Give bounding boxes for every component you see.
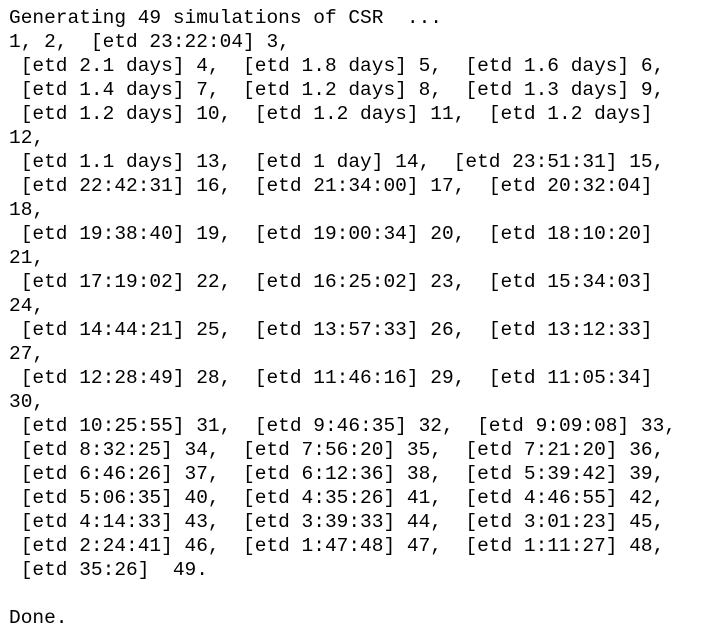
console-line: [etd 12:28:49] 28, [etd 11:46:16] 29, [e… bbox=[9, 367, 653, 389]
console-line: [etd 8:32:25] 34, [etd 7:56:20] 35, [etd… bbox=[9, 439, 665, 461]
console-line: Done. bbox=[9, 607, 68, 629]
console-line: 24, bbox=[9, 295, 45, 317]
console-line: [etd 6:46:26] 37, [etd 6:12:36] 38, [etd… bbox=[9, 463, 665, 485]
console-line: 1, 2, [etd 23:22:04] 3, bbox=[9, 31, 290, 53]
console-line: Generating 49 simulations of CSR ... bbox=[9, 7, 442, 29]
console-line: 12, bbox=[9, 127, 45, 149]
console-line: [etd 2:24:41] 46, [etd 1:47:48] 47, [etd… bbox=[9, 535, 665, 557]
console-line: [etd 35:26] 49. bbox=[9, 559, 208, 581]
console-line: [etd 4:14:33] 43, [etd 3:39:33] 44, [etd… bbox=[9, 511, 665, 533]
console-line bbox=[9, 582, 712, 606]
console-line: [etd 1.2 days] 10, [etd 1.2 days] 11, [e… bbox=[9, 103, 653, 125]
console-line: [etd 5:06:35] 40, [etd 4:35:26] 41, [etd… bbox=[9, 487, 665, 509]
console-line: [etd 14:44:21] 25, [etd 13:57:33] 26, [e… bbox=[9, 319, 653, 341]
console-line: [etd 22:42:31] 16, [etd 21:34:00] 17, [e… bbox=[9, 175, 653, 197]
console-line: [etd 2.1 days] 4, [etd 1.8 days] 5, [etd… bbox=[9, 55, 665, 77]
console-line: [etd 1.4 days] 7, [etd 1.2 days] 8, [etd… bbox=[9, 79, 665, 101]
console-line: [etd 17:19:02] 22, [etd 16:25:02] 23, [e… bbox=[9, 271, 653, 293]
console-line: [etd 1.1 days] 13, [etd 1 day] 14, [etd … bbox=[9, 151, 665, 173]
console-line: [etd 19:38:40] 19, [etd 19:00:34] 20, [e… bbox=[9, 223, 653, 245]
console-line: 27, bbox=[9, 343, 45, 365]
console-line: 21, bbox=[9, 247, 45, 269]
console-line: [etd 10:25:55] 31, [etd 9:46:35] 32, [et… bbox=[9, 415, 677, 437]
console-line: 18, bbox=[9, 199, 45, 221]
console-line: 30, bbox=[9, 391, 45, 413]
